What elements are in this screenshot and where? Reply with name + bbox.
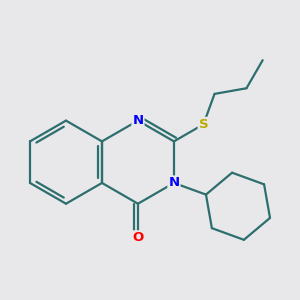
Text: N: N bbox=[132, 114, 143, 127]
Text: N: N bbox=[168, 176, 179, 189]
Text: O: O bbox=[132, 231, 144, 244]
Text: S: S bbox=[199, 118, 208, 131]
